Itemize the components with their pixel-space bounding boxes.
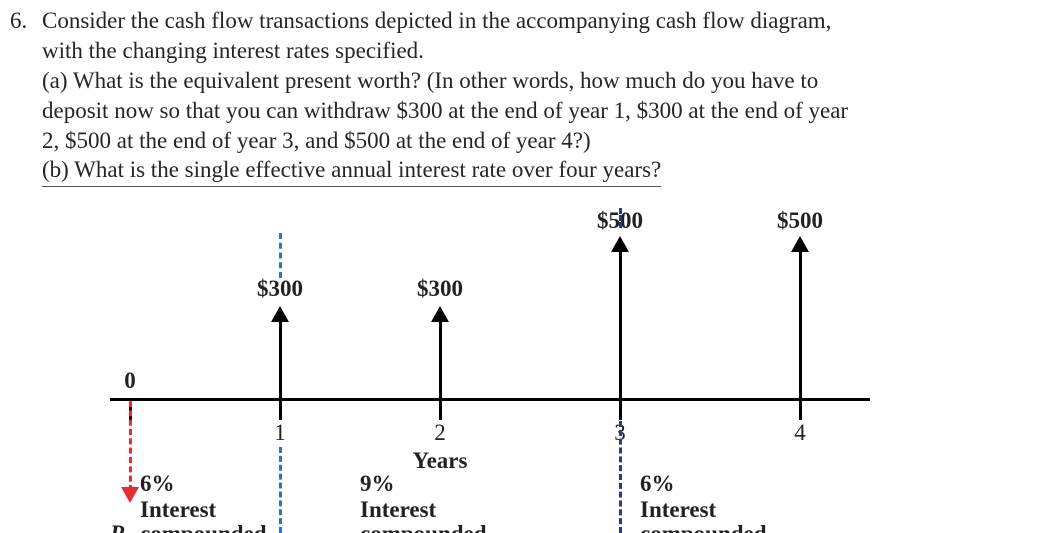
cashflow-4-head	[791, 236, 809, 252]
cashflow-3-shaft	[619, 250, 622, 398]
p-arrow-head	[121, 487, 139, 503]
rate-2-l1: Interest	[640, 497, 716, 523]
problem-line2: with the changing interest rates specifi…	[42, 36, 1025, 66]
problem-text: 6. Consider the cash flow transactions d…	[10, 6, 1025, 187]
cashflow-2-value: $300	[417, 276, 463, 302]
problem-line5: 2, $500 at the end of year 3, and $500 a…	[42, 126, 1025, 156]
cashflow-1-shaft	[279, 320, 282, 398]
rate-2-pct: 6%	[640, 471, 675, 497]
rate-2-l2: compounded	[640, 521, 767, 533]
rate-1-pct: 9%	[360, 471, 395, 497]
problem-line6: (b) What is the single effective annual …	[42, 155, 661, 187]
cashflow-2-shaft	[439, 320, 442, 398]
cashflow-3-guide	[619, 208, 622, 228]
cashflow-diagram: 0 1 2 3 4 Years $300 $300 $500 $500	[80, 203, 950, 533]
problem-line4: deposit now so that you can withdraw $30…	[42, 96, 1025, 126]
tick-label-0: 0	[124, 368, 136, 394]
tick-3	[619, 398, 622, 420]
p-label: P	[110, 521, 124, 533]
divider-1	[279, 447, 282, 533]
rate-0-l1: Interest	[140, 497, 216, 523]
tick-label-1: 1	[274, 420, 286, 446]
rate-0-pct: 6%	[140, 471, 175, 497]
cashflow-1-value: $300	[257, 276, 303, 302]
rate-1-l1: Interest	[360, 497, 436, 523]
divider-2	[619, 421, 622, 533]
cashflow-1-head	[271, 306, 289, 322]
axis-years-label: Years	[413, 448, 468, 474]
tick-4	[799, 398, 802, 420]
tick-1	[279, 398, 282, 420]
problem-line3: (a) What is the equivalent present worth…	[42, 66, 1025, 96]
problem-line1: Consider the cash flow transactions depi…	[42, 6, 1025, 36]
cashflow-1-guide	[279, 233, 282, 278]
tick-2	[439, 398, 442, 420]
tick-label-2: 2	[434, 420, 446, 446]
problem-number: 6.	[10, 6, 27, 36]
rate-0-l2: compounded	[140, 521, 267, 533]
rate-1-l2: compounded	[360, 521, 487, 533]
cashflow-2-head	[431, 306, 449, 322]
time-axis	[110, 398, 870, 401]
cashflow-4-value: $500	[777, 208, 823, 234]
cashflow-3-head	[611, 236, 629, 252]
tick-label-4: 4	[794, 420, 806, 446]
p-arrow-shaft	[129, 401, 132, 491]
cashflow-4-shaft	[799, 250, 802, 398]
